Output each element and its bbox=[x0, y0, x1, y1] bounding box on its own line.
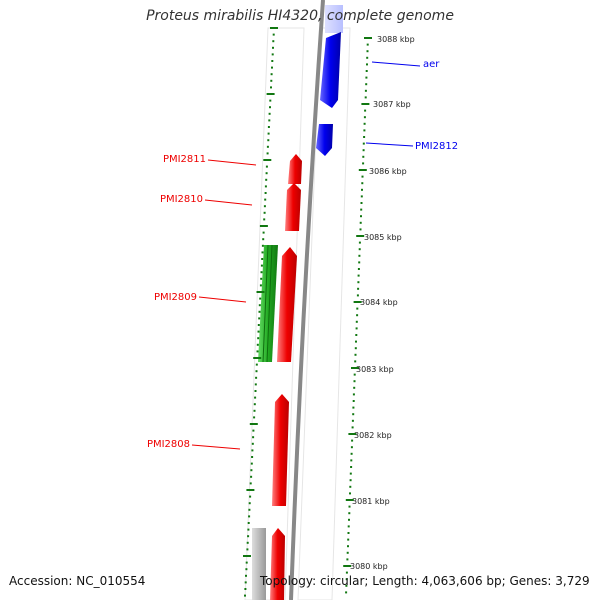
gene-label-pmi2812: PMI2812 bbox=[415, 141, 458, 152]
gene-pmi2809-arrow bbox=[277, 247, 297, 362]
gene-partial-arrow bbox=[270, 528, 285, 600]
tick-label: 3081 kbp bbox=[352, 497, 390, 506]
gene-label-pmi2809: PMI2809 bbox=[154, 292, 197, 303]
rna-feature-divider bbox=[262, 244, 269, 363]
tick-label: 3086 kbp bbox=[369, 167, 407, 176]
leader-line-pmi2809 bbox=[198, 296, 247, 303]
topology-text: Topology: circular; Length: 4,063,606 bp… bbox=[260, 574, 590, 588]
gene-pmi2811-arrow bbox=[288, 154, 302, 184]
pale-blue-feature bbox=[325, 5, 343, 33]
leader-line-aer bbox=[371, 61, 421, 67]
leader-line-pmi2808 bbox=[191, 444, 241, 450]
gene-label-pmi2808: PMI2808 bbox=[147, 439, 190, 450]
tick-label: 3085 kbp bbox=[364, 233, 402, 242]
tick-label: 3087 kbp bbox=[373, 100, 411, 109]
rna-feature-divider bbox=[266, 244, 273, 363]
forward-strand-band bbox=[297, 27, 351, 600]
gene-label-pmi2810: PMI2810 bbox=[160, 194, 203, 205]
tick-label: 3083 kbp bbox=[356, 365, 394, 374]
gene-aer-arrow bbox=[320, 32, 341, 108]
gene-pmi2810-arrow bbox=[285, 183, 301, 231]
grey-feature bbox=[252, 528, 266, 600]
rna-feature bbox=[258, 245, 278, 362]
genome-backbone bbox=[289, 0, 325, 600]
leader-line-pmi2811 bbox=[207, 159, 257, 166]
right-tick-scale bbox=[343, 37, 372, 594]
leader-line-pmi2810 bbox=[204, 199, 253, 206]
tick-label: 3080 kbp bbox=[350, 562, 388, 571]
tick-label: 3084 kbp bbox=[360, 298, 398, 307]
leader-line-pmi2812 bbox=[365, 142, 414, 147]
gene-label-pmi2811: PMI2811 bbox=[163, 154, 206, 165]
accession-text: Accession: NC_010554 bbox=[9, 574, 146, 588]
gene-pmi2808-arrow bbox=[272, 394, 289, 506]
gene-label-aer: aer bbox=[423, 59, 440, 70]
left-tick-scale bbox=[243, 27, 278, 597]
tick-label: 3082 kbp bbox=[354, 431, 392, 440]
gene-pmi2812-arrow bbox=[316, 124, 333, 156]
tick-labels: 3088 kbp 3087 kbp 3086 kbp 3085 kbp 3084… bbox=[350, 35, 415, 571]
tick-label: 3088 kbp bbox=[377, 35, 415, 44]
genome-title: Proteus mirabilis HI4320, complete genom… bbox=[146, 8, 454, 24]
